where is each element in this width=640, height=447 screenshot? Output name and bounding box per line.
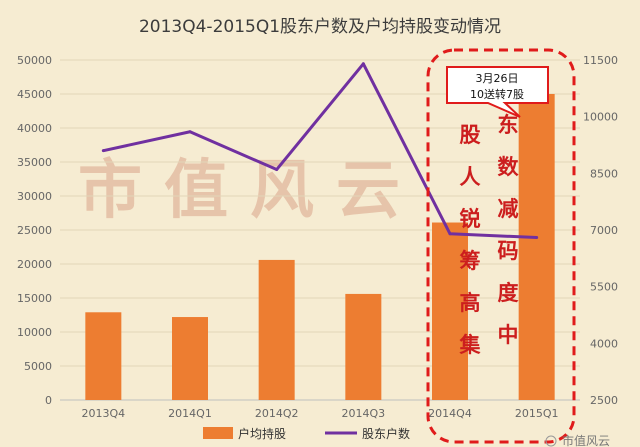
left-tick-label: 25000 bbox=[17, 224, 52, 237]
x-axis: 2013Q4 2014Q1 2014Q2 2014Q3 2014Q4 2015Q1 bbox=[82, 407, 559, 420]
vertical-char: 码 bbox=[498, 238, 519, 263]
left-tick-label: 40000 bbox=[17, 122, 52, 135]
callout-box bbox=[446, 66, 549, 118]
bar bbox=[432, 222, 468, 400]
vertical-char: 数 bbox=[498, 154, 520, 179]
vertical-char: 锐 bbox=[460, 206, 481, 231]
callout-line: 10送转7股 bbox=[470, 87, 524, 101]
legend: 户均持股 股东户数 bbox=[203, 426, 410, 441]
x-tick-label: 2014Q4 bbox=[428, 407, 472, 420]
x-tick-label: 2015Q1 bbox=[515, 407, 559, 420]
x-tick-label: 2014Q2 bbox=[255, 407, 299, 420]
bar-series bbox=[85, 94, 555, 400]
vertical-char: 股 bbox=[460, 122, 481, 147]
bar bbox=[85, 312, 122, 400]
highlight-box bbox=[426, 48, 576, 444]
corner-watermark: 市值风云 bbox=[562, 433, 610, 447]
right-tick-label: 2500 bbox=[590, 394, 618, 407]
legend-label: 户均持股 bbox=[238, 426, 286, 441]
left-tick-label: 30000 bbox=[17, 190, 52, 203]
right-axis: 2500 4000 5500 7000 8500 10000 11500 bbox=[583, 54, 618, 407]
left-tick-label: 50000 bbox=[17, 54, 52, 67]
corner-logo-icon bbox=[545, 435, 557, 447]
right-tick-label: 4000 bbox=[590, 337, 618, 350]
vertical-char: 集 bbox=[459, 332, 482, 357]
vertical-char: 东 bbox=[498, 112, 519, 137]
bar bbox=[518, 94, 555, 400]
left-tick-label: 5000 bbox=[24, 360, 52, 373]
right-tick-label: 11500 bbox=[583, 54, 618, 67]
left-tick-label: 20000 bbox=[17, 258, 52, 271]
left-tick-label: 35000 bbox=[17, 156, 52, 169]
vertical-char: 度 bbox=[498, 280, 519, 305]
legend-swatch-bar bbox=[203, 427, 233, 439]
line-point bbox=[535, 236, 539, 240]
line-point bbox=[275, 168, 279, 172]
right-tick-label: 10000 bbox=[583, 111, 618, 124]
line-point bbox=[361, 62, 365, 66]
left-tick-label: 0 bbox=[45, 394, 52, 407]
bar bbox=[172, 317, 208, 400]
line-point bbox=[188, 130, 192, 134]
bar bbox=[258, 259, 295, 400]
right-tick-label: 8500 bbox=[590, 167, 618, 180]
left-tick-label: 15000 bbox=[17, 292, 52, 305]
watermark-text: 市值风云 bbox=[78, 153, 422, 228]
watermark-layer: 市值风云 bbox=[78, 153, 422, 228]
line-series bbox=[101, 62, 539, 240]
legend-label: 股东户数 bbox=[362, 426, 410, 441]
series-line bbox=[103, 62, 537, 240]
vertical-char: 中 bbox=[498, 322, 519, 347]
x-tick-label: 2013Q4 bbox=[82, 407, 126, 420]
vertical-char: 人 bbox=[460, 164, 481, 189]
chart-title: 2013Q4-2015Q1股东户数及户均持股变动情况 bbox=[139, 17, 501, 37]
left-tick-label: 10000 bbox=[17, 326, 52, 339]
vertical-char: 筹 bbox=[460, 248, 481, 273]
line-point bbox=[448, 232, 452, 236]
x-tick-label: 2014Q1 bbox=[168, 407, 212, 420]
x-tick-label: 2014Q3 bbox=[342, 407, 386, 420]
vertical-char: 减 bbox=[498, 196, 519, 221]
vertical-char: 高 bbox=[460, 290, 481, 315]
bar bbox=[345, 293, 382, 400]
right-tick-label: 5500 bbox=[590, 281, 618, 294]
line-point bbox=[101, 149, 105, 153]
callout-line: 3月26日 bbox=[476, 72, 519, 85]
left-axis: 0 5000 10000 15000 20000 25000 30000 35000 40000… bbox=[17, 54, 580, 407]
left-tick-label: 45000 bbox=[17, 88, 52, 101]
right-tick-label: 7000 bbox=[590, 224, 618, 237]
